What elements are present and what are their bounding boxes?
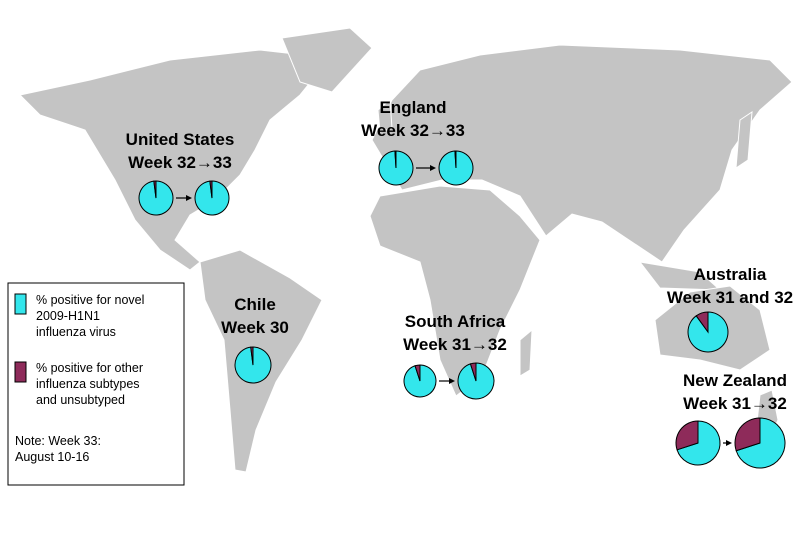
pie-wedge (209, 180, 213, 199)
legend-text: influenza subtypes (36, 377, 140, 391)
region-name: South Africa (405, 312, 506, 331)
legend-box (7, 282, 185, 486)
legend-text: influenza virus (36, 325, 116, 339)
arrow-head (430, 165, 436, 171)
pie-wedge (695, 311, 709, 334)
legend-text: 2009-H1N1 (36, 309, 100, 323)
pie-wedge (153, 180, 157, 199)
legend-swatch (14, 293, 27, 315)
pie-wedge (414, 364, 421, 382)
region-period: Week 32→33 (128, 153, 232, 172)
region-name: Chile (234, 295, 276, 314)
legend-text: % positive for novel (36, 293, 144, 307)
pie-wedge (394, 150, 397, 169)
region-period: Week 31→32 (403, 335, 507, 354)
legend (7, 282, 185, 486)
region-period: Week 31 and 32 (667, 288, 793, 307)
pie-wedge (469, 362, 477, 382)
pie-wedge (735, 417, 786, 469)
region-name: United States (126, 130, 235, 149)
legend-swatch (14, 361, 27, 383)
region-period: Week 31→32 (683, 394, 787, 413)
region-name: New Zealand (683, 371, 787, 390)
pie-wedge (734, 417, 761, 452)
arrow-head (186, 195, 192, 201)
pie-wedge (250, 346, 254, 366)
arrow-head (726, 440, 732, 446)
pie-wedge (675, 420, 699, 451)
pie-wedge (676, 420, 721, 466)
pie-wedge (454, 150, 457, 169)
legend-text: % positive for other (36, 361, 143, 375)
arrow-head (449, 378, 455, 384)
region-name: England (379, 98, 446, 117)
region-period: Week 32→33 (361, 121, 465, 140)
legend-text: and unsubtyped (36, 393, 125, 407)
legend-note: August 10-16 (15, 450, 89, 464)
legend-note: Note: Week 33: (15, 434, 101, 448)
region-period: Week 30 (221, 318, 289, 337)
region-name: Australia (694, 265, 767, 284)
